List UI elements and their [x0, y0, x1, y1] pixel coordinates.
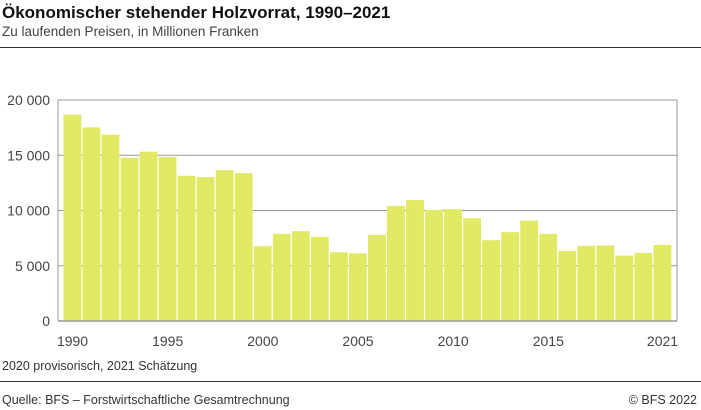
y-tick-label: 10 000: [7, 203, 50, 219]
y-tick-label: 15 000: [7, 147, 50, 163]
bar-2011: [463, 218, 481, 321]
bar-2000: [253, 246, 272, 321]
bar-1997: [196, 177, 215, 321]
x-tick-label: 1990: [57, 333, 88, 349]
footer-divider: [0, 381, 701, 382]
x-tick-label: 2021: [647, 333, 678, 349]
bar-1993: [120, 157, 139, 321]
bar-1992: [101, 134, 120, 321]
header-divider: [0, 47, 701, 48]
copyright-text: © BFS 2022: [628, 393, 697, 407]
bar-2020: [634, 252, 653, 321]
bar-1995: [158, 157, 177, 321]
y-tick-label: 0: [42, 313, 50, 329]
bar-2009: [425, 209, 443, 321]
bar-2013: [501, 232, 520, 321]
bar-2021: [653, 244, 672, 321]
bar-2012: [482, 240, 501, 321]
bar-2014: [520, 220, 539, 321]
x-tick-label: 1995: [152, 333, 183, 349]
x-tick-label: 2010: [438, 333, 469, 349]
chart-title: Ökonomischer stehender Holzvorrat, 1990–…: [2, 3, 391, 22]
bar-2008: [406, 200, 424, 321]
bar-1998: [215, 170, 234, 321]
bar-2006: [368, 234, 386, 321]
bar-2003: [310, 236, 329, 321]
chart-note: 2020 provisorisch, 2021 Schätzung: [2, 359, 198, 373]
bar-2001: [272, 233, 291, 321]
bar-1994: [139, 151, 158, 321]
y-tick-label: 5 000: [15, 258, 50, 274]
x-tick-label: 2015: [533, 333, 564, 349]
bar-2018: [596, 245, 615, 321]
bar-1996: [177, 175, 196, 321]
bar-2002: [291, 231, 310, 321]
bar-2016: [558, 250, 577, 321]
bar-chart: 0 5 000 10 000 15 000 20 000 1990 1995 2000 2005…: [7, 92, 678, 349]
bar-2019: [615, 255, 634, 321]
bar-2004: [329, 252, 348, 321]
bar-2010: [444, 209, 462, 321]
source-text: Quelle: BFS – Forstwirtschaftliche Gesam…: [2, 393, 290, 407]
x-tick-label: 2005: [342, 333, 373, 349]
bar-2007: [387, 205, 405, 321]
x-tick-label: 2000: [247, 333, 278, 349]
bar-1991: [82, 127, 101, 322]
bar-1990: [63, 114, 82, 321]
chart-subtitle: Zu laufenden Preisen, in Millionen Frank…: [2, 24, 259, 39]
bar-1999: [234, 173, 253, 321]
bar-2017: [577, 245, 596, 321]
y-tick-label: 20 000: [7, 92, 50, 108]
bar-2015: [539, 233, 558, 321]
bar-2005: [348, 253, 367, 321]
